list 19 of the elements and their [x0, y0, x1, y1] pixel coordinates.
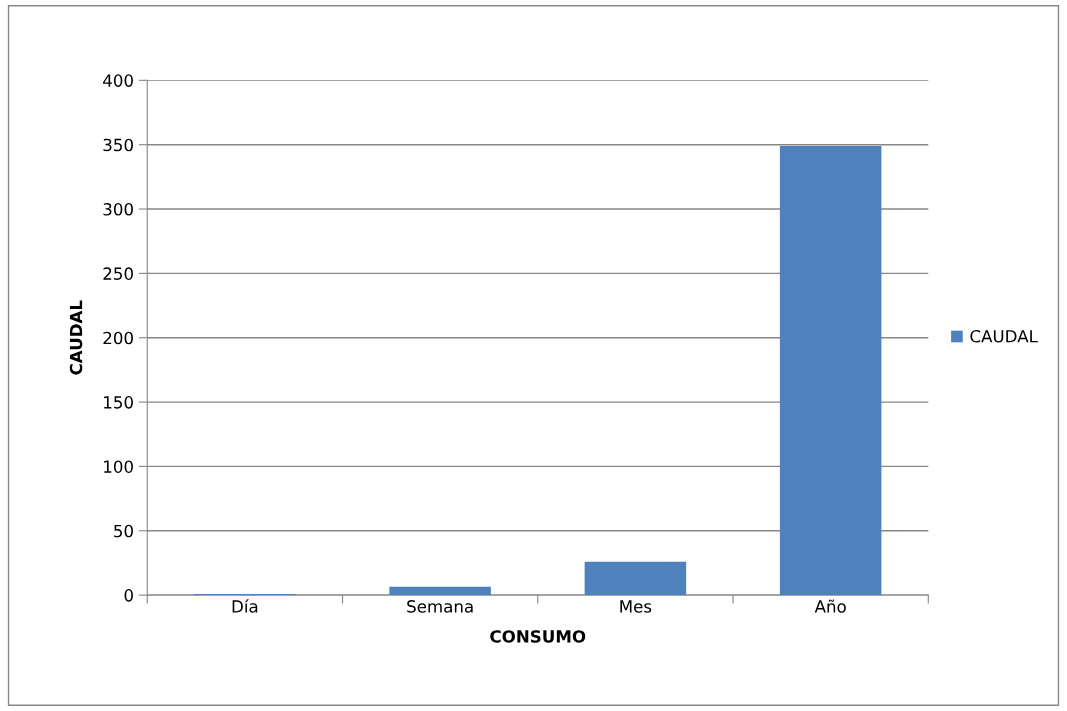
y-tick-label: 400	[103, 74, 133, 87]
y-axis-title: CAUDAL	[69, 300, 83, 375]
y-tick-label: 350	[103, 138, 133, 152]
y-tick-label: 200	[103, 331, 133, 345]
x-tick-label: Año	[814, 599, 846, 613]
y-tick-label: 100	[104, 460, 133, 473]
y-tick-label: 250	[103, 267, 133, 280]
x-tick-label: Día	[232, 599, 258, 613]
legend-label: CAUDAL	[970, 329, 1038, 343]
x-axis-title: CONSUMO	[490, 630, 586, 643]
y-tick-label: 150	[104, 396, 133, 409]
y-tick-label: 300	[103, 203, 133, 216]
y-tick-label: 50	[114, 524, 133, 538]
x-tick-label: Semana	[407, 600, 473, 613]
x-tick-label: Mes	[620, 600, 652, 613]
bar	[779, 145, 882, 596]
bar	[584, 561, 687, 596]
y-tick-label: 0	[124, 589, 133, 602]
bar	[389, 586, 491, 596]
